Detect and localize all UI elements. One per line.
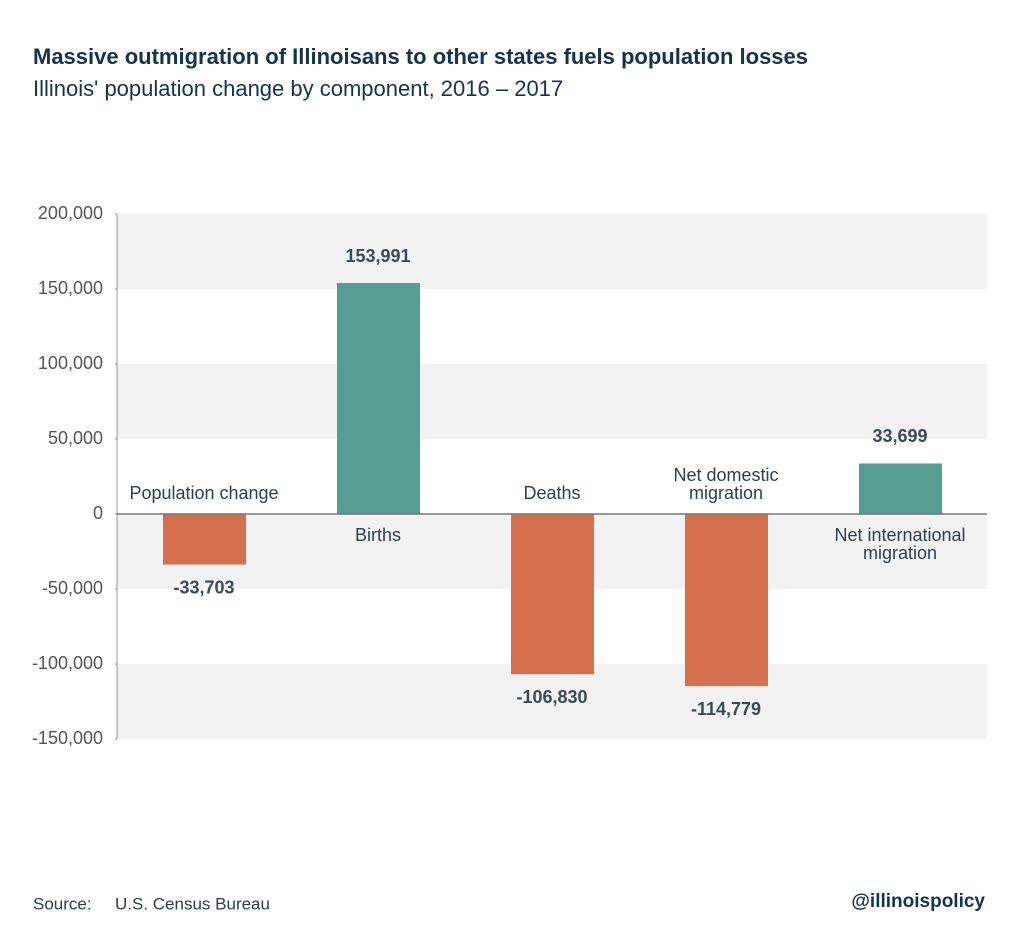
y-tick-label: 150,000 xyxy=(38,278,103,298)
grid-band xyxy=(117,214,987,289)
grid-band xyxy=(117,664,987,739)
handle: @illinoispolicy xyxy=(851,891,985,912)
bar xyxy=(163,514,246,565)
value-label: -114,779 xyxy=(691,699,761,719)
bar xyxy=(859,463,942,514)
value-label: -106,830 xyxy=(516,687,587,707)
chart-subtitle: Illinois' population change by component… xyxy=(33,76,563,101)
y-tick-label: 100,000 xyxy=(38,353,103,373)
y-tick-label: -150,000 xyxy=(32,728,103,748)
bar xyxy=(685,514,768,687)
chart-title: Massive outmigration of Illinoisans to o… xyxy=(33,44,808,69)
value-label: 33,699 xyxy=(872,426,927,446)
y-tick-label: 50,000 xyxy=(48,428,103,448)
y-tick-label: 200,000 xyxy=(38,203,103,223)
category-label: Deaths xyxy=(523,483,581,503)
y-tick-label: -100,000 xyxy=(32,653,103,673)
source-label: Source: xyxy=(33,894,92,913)
bar xyxy=(511,514,594,675)
source: U.S. Census Bureau xyxy=(115,894,270,913)
grid-band xyxy=(117,364,987,439)
category-label: Net domestic migration xyxy=(673,465,779,503)
y-tick-label: -50,000 xyxy=(42,578,103,598)
category-label: Net international migration xyxy=(834,525,966,563)
value-label: 153,991 xyxy=(345,246,410,266)
value-label: -33,703 xyxy=(173,577,234,597)
category-label: Population change xyxy=(129,483,279,503)
category-label: Births xyxy=(354,525,401,545)
bar xyxy=(337,283,420,514)
y-tick-label: 0 xyxy=(93,503,103,523)
